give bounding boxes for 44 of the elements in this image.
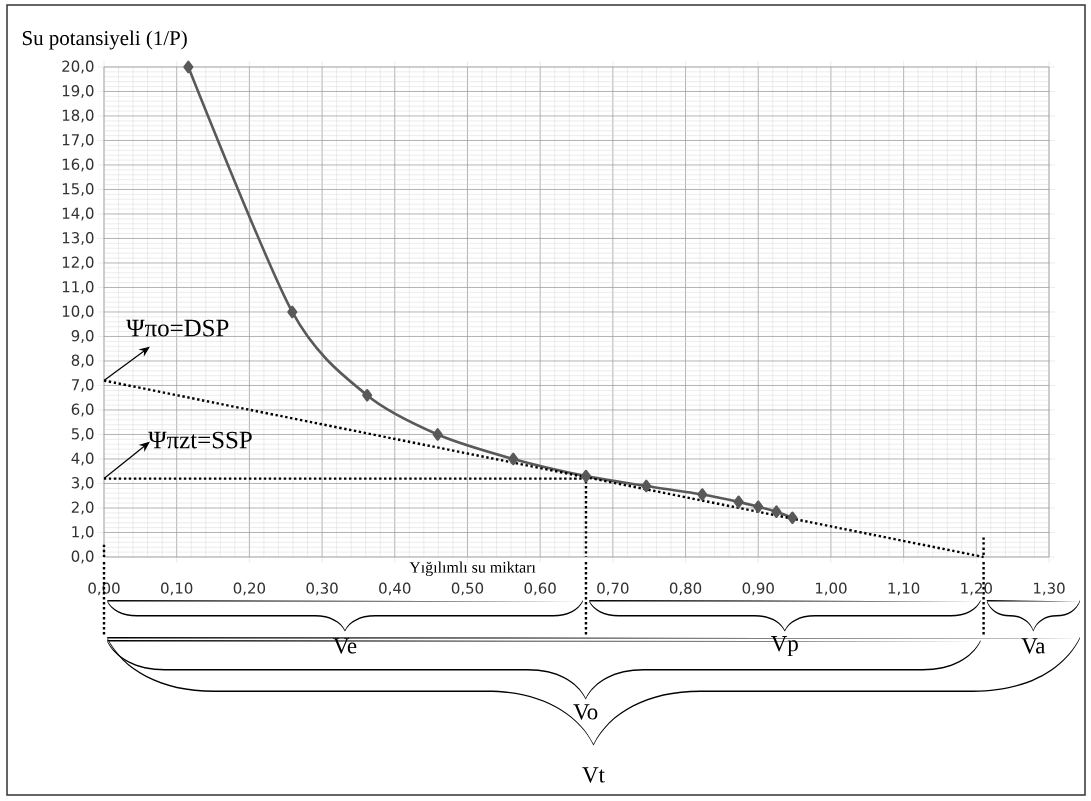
y-tick-label: 20,0 [62,60,94,74]
x-tick-label: 0,60 [524,582,556,596]
text: Vt [582,767,605,783]
y-tick-label: 5,0 [71,428,94,441]
y-tick-label: 11,0 [62,281,94,294]
y-tick-label: 19,0 [62,85,94,98]
y-tick-label: 6,0 [71,403,94,417]
x-tick-label: 0,80 [669,582,702,596]
y-tick-label: 14,0 [62,207,94,221]
y-tick-label: 12,0 [62,256,94,270]
y-tick-label: 8,0 [71,354,94,368]
text: Va [1021,638,1046,654]
y-tick-label: 13,0 [62,232,94,245]
text: Vo [573,704,598,720]
x-axis-title: Yığılımlı su miktarı [409,561,536,576]
text: Ve [333,638,357,654]
x-tick-label: 1,00 [815,582,847,596]
y-tick-label: 15,0 [62,183,94,196]
y-tick-label: 1,0 [72,526,94,539]
x-tick-label: 0,50 [451,582,484,596]
text: Vp [771,636,798,656]
y-axis-title: Su potansiyeli (1/P) [22,30,187,50]
y-tick-label: 4,0 [71,452,94,466]
y-tick-label: 0,0 [71,550,94,564]
x-tick-label: 1,10 [888,582,920,596]
annotation: Ψπo=DSP [126,319,229,337]
y-tick-label: 2,0 [71,501,94,515]
y-tick-label: 3,0 [71,477,94,490]
x-tick-label: 0,20 [233,582,266,596]
x-tick-label: 0,30 [306,582,338,596]
y-tick-label: 16,0 [62,158,94,172]
x-tick-label: 0,70 [597,582,629,596]
x-tick-label: 1,20 [961,582,992,596]
y-tick-label: 9,0 [71,330,94,343]
x-tick-label: 0,90 [742,582,774,596]
y-tick-label: 17,0 [62,134,94,147]
y-tick-label: 10,0 [62,305,94,319]
y-tick-label: 18,0 [62,109,94,123]
y-tick-label: 7,0 [71,379,94,392]
annotation: Ψπzt=SSP [148,431,252,449]
x-tick-label: 0,00 [88,582,120,596]
x-tick-label: 0,40 [379,582,411,596]
x-tick-label: 1,30 [1034,582,1065,596]
x-tick-label: 0,10 [161,582,193,596]
